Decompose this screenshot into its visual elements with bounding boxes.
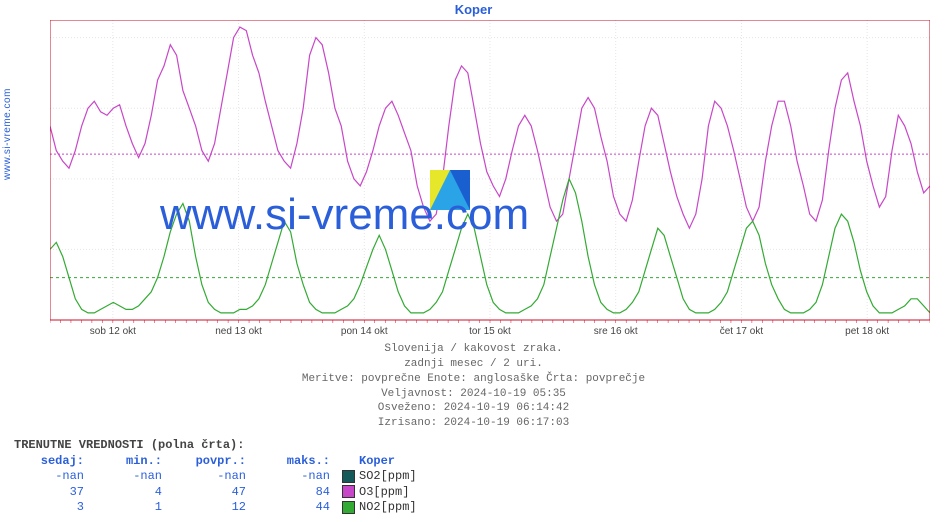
svg-text:sob 12 okt: sob 12 okt: [90, 326, 136, 337]
table-row: 311244NO2[ppm]: [14, 500, 417, 516]
legend-series-label: NO2[ppm]: [338, 500, 417, 516]
table-row: 3744784O3[ppm]: [14, 485, 417, 501]
color-swatch: [342, 501, 355, 514]
legend-table: TRENUTNE VREDNOSTI (polna črta):sedaj:mi…: [14, 438, 417, 516]
timeseries-chart: sob 12 okt ned 13 okt pon 14 okt tor 15 okt…: [50, 20, 930, 342]
table-cell: -nan: [14, 469, 92, 485]
caption-line: Meritve: povprečne Enote: anglosaške Črt…: [0, 372, 947, 387]
caption-line: zadnji mesec / 2 uri.: [0, 357, 947, 372]
svg-text:čet 17 okt: čet 17 okt: [720, 326, 764, 337]
svg-text:pon 14 okt: pon 14 okt: [341, 326, 388, 337]
table-cell: 84: [254, 485, 338, 501]
side-link[interactable]: www.si-vreme.com: [2, 88, 13, 180]
legend-title: TRENUTNE VREDNOSTI (polna črta):: [14, 438, 417, 454]
color-swatch: [342, 470, 355, 483]
svg-text:ned 13 okt: ned 13 okt: [215, 326, 262, 337]
caption-line: Slovenija / kakovost zraka.: [0, 342, 947, 357]
svg-text:tor 15 okt: tor 15 okt: [469, 326, 511, 337]
table-cell: 1: [92, 500, 170, 516]
table-row: sedaj:min.:povpr.:maks.:Koper: [14, 454, 417, 470]
table-cell: 4: [92, 485, 170, 501]
table-cell: -nan: [92, 469, 170, 485]
table-cell: 37: [14, 485, 92, 501]
legend-site-header: Koper: [338, 454, 395, 470]
table-cell: -nan: [170, 469, 254, 485]
table-cell: 3: [14, 500, 92, 516]
table-cell: min.:: [92, 454, 170, 470]
table-cell: 12: [170, 500, 254, 516]
title-text: Koper: [455, 2, 493, 17]
color-swatch: [342, 485, 355, 498]
chart-title: Koper: [0, 2, 947, 17]
table-cell: 47: [170, 485, 254, 501]
caption-line: Izrisano: 2024-10-19 06:17:03: [0, 416, 947, 431]
legend-series-label: O3[ppm]: [338, 485, 409, 501]
svg-text:pet 18 okt: pet 18 okt: [845, 326, 889, 337]
chart-frame: Koper www.si-vreme.com sob 12 okt ned 13 …: [0, 0, 947, 522]
legend-series-label: SO2[ppm]: [338, 469, 417, 485]
svg-text:sre 16 okt: sre 16 okt: [594, 326, 638, 337]
watermark-icon: [430, 170, 470, 210]
caption-line: Osveženo: 2024-10-19 06:14:42: [0, 401, 947, 416]
table-row: -nan-nan-nan-nanSO2[ppm]: [14, 469, 417, 485]
side-attribution: www.si-vreme.com: [2, 88, 13, 180]
table-cell: povpr.:: [170, 454, 254, 470]
caption-line: Veljavnost: 2024-10-19 05:35: [0, 387, 947, 402]
table-cell: -nan: [254, 469, 338, 485]
chart-caption: Slovenija / kakovost zraka. zadnji mesec…: [0, 342, 947, 431]
table-cell: maks.:: [254, 454, 338, 470]
table-cell: 44: [254, 500, 338, 516]
table-cell: sedaj:: [14, 454, 92, 470]
